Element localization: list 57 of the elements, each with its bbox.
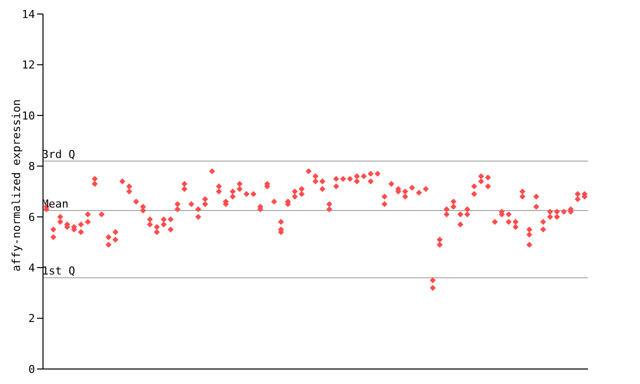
point xyxy=(168,226,174,233)
point xyxy=(106,242,112,248)
point xyxy=(326,201,332,208)
point xyxy=(84,211,91,218)
point xyxy=(478,178,484,184)
point xyxy=(457,211,464,218)
point xyxy=(50,234,56,240)
point xyxy=(202,196,208,202)
point xyxy=(444,211,450,218)
y-tick-label: 12 xyxy=(22,58,35,72)
point xyxy=(526,242,532,248)
point xyxy=(547,214,554,220)
y-tick-label: 14 xyxy=(22,8,36,21)
point xyxy=(312,178,318,184)
point xyxy=(160,221,167,228)
point xyxy=(484,183,491,190)
y-tick-label: 8 xyxy=(28,160,35,174)
point xyxy=(319,178,326,184)
point xyxy=(430,284,436,291)
y-tick-label: 2 xyxy=(28,312,35,326)
point xyxy=(436,236,443,243)
point xyxy=(292,188,298,194)
point xyxy=(92,180,98,187)
point xyxy=(236,180,243,187)
point xyxy=(298,191,305,198)
point xyxy=(471,183,478,190)
point xyxy=(57,218,64,225)
point xyxy=(368,178,374,184)
point xyxy=(526,232,532,238)
point xyxy=(464,211,470,218)
point xyxy=(78,229,84,236)
point xyxy=(519,194,526,200)
point xyxy=(512,218,519,225)
y-tick-label: 4 xyxy=(28,261,36,274)
point xyxy=(381,194,388,200)
point xyxy=(450,198,456,205)
y-axis-title: affy-normalized expression xyxy=(10,99,23,272)
point xyxy=(195,214,202,220)
point xyxy=(402,194,408,200)
y-tick-label: 10 xyxy=(22,109,35,122)
point xyxy=(174,206,181,212)
point xyxy=(506,211,512,218)
point xyxy=(230,194,236,200)
point xyxy=(533,194,540,200)
point xyxy=(574,196,581,202)
point xyxy=(354,178,360,184)
point xyxy=(126,188,132,194)
y-tick-label: 0 xyxy=(28,362,35,376)
point xyxy=(554,214,560,220)
point xyxy=(333,176,340,182)
ref-line-label: 3rd Q xyxy=(42,148,76,161)
point xyxy=(216,188,222,194)
y-tick-label: 6 xyxy=(28,210,35,224)
point xyxy=(154,229,160,236)
ref-line-label: 1st Q xyxy=(42,264,76,278)
point xyxy=(112,236,118,243)
point xyxy=(540,218,546,225)
